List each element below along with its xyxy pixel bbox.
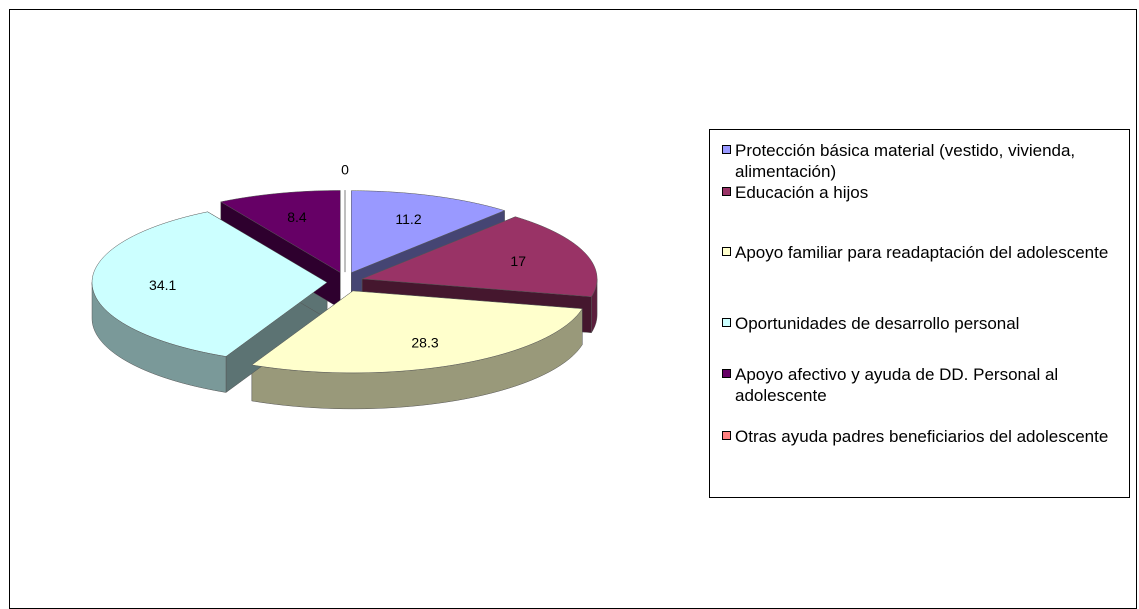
legend-label: Oportunidades de desarrollo personal xyxy=(735,314,1020,333)
legend-label: Otras ayuda padres beneficiarios del ado… xyxy=(735,427,1109,446)
data-label: 34.1 xyxy=(149,277,176,293)
data-label: 8.4 xyxy=(287,209,307,225)
legend-swatch xyxy=(722,318,731,327)
legend-swatch xyxy=(722,369,731,378)
legend-label: Protección básica material (vestido, viv… xyxy=(735,141,1076,181)
data-label: 28.3 xyxy=(411,334,438,350)
legend-label: Apoyo afectivo y ayuda de DD. Personal a… xyxy=(735,365,1059,405)
data-label: 0 xyxy=(341,162,349,178)
data-label: 17 xyxy=(510,253,526,269)
slice xyxy=(251,290,583,374)
slice xyxy=(351,190,506,274)
legend-swatch xyxy=(722,187,731,196)
legend-swatch xyxy=(722,145,731,154)
legend-label: Apoyo familiar para readaptación del ado… xyxy=(735,243,1109,262)
legend-item: Apoyo afectivo y ayuda de DD. Personal a… xyxy=(722,364,1122,406)
legend-item: Educación a hijos xyxy=(722,182,1122,203)
legend-label: Educación a hijos xyxy=(735,183,869,202)
legend-item: Protección básica material (vestido, viv… xyxy=(722,140,1122,182)
slice-tops xyxy=(91,190,598,374)
slice xyxy=(91,211,328,357)
legend-swatch xyxy=(722,431,731,440)
slice xyxy=(361,216,598,297)
legend-item: Otras ayuda padres beneficiarios del ado… xyxy=(722,426,1122,447)
legend-item: Apoyo familiar para readaptación del ado… xyxy=(722,242,1122,263)
data-label: 11.2 xyxy=(395,211,421,227)
legend-item: Oportunidades de desarrollo personal xyxy=(722,313,1122,334)
legend: Protección básica material (vestido, viv… xyxy=(709,129,1130,498)
slice xyxy=(220,190,341,273)
legend-swatch xyxy=(722,247,731,256)
